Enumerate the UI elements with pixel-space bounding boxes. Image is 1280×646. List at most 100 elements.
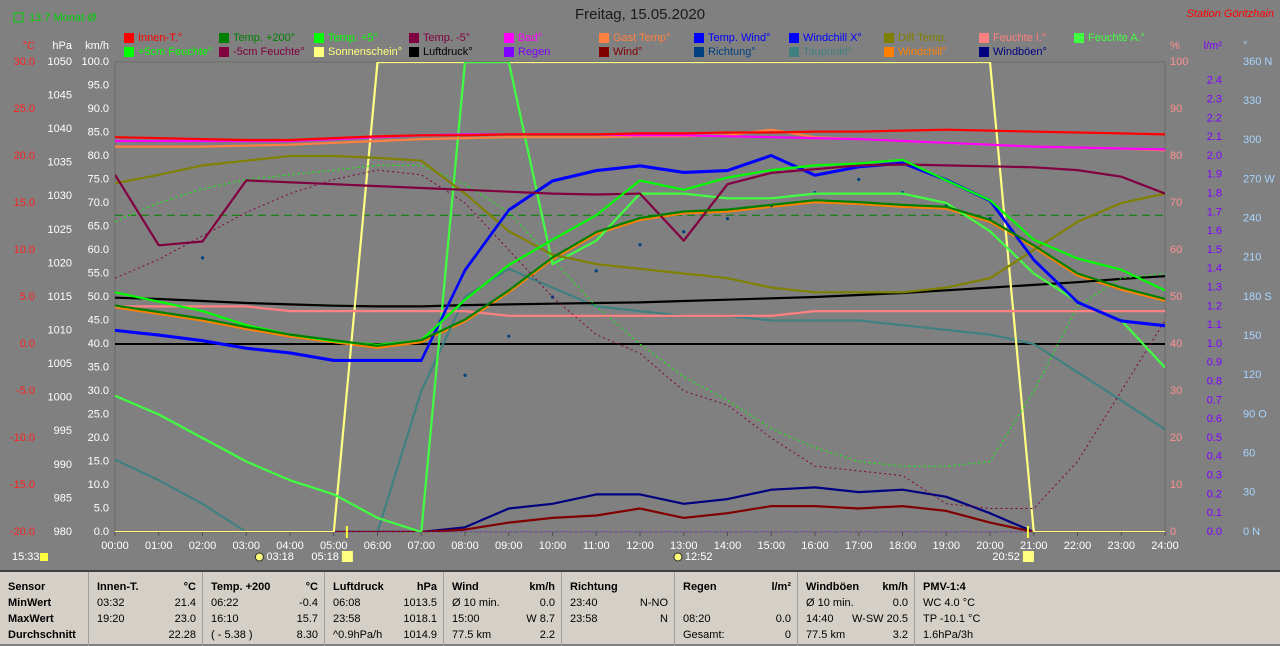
x-tick-label: 09:00	[495, 540, 523, 552]
x-tick-label: 05:00	[320, 540, 348, 552]
x-tick-label: 21:00	[1020, 540, 1048, 552]
direction-dot	[507, 334, 511, 338]
chart: Freitag, 15.05.2020 Station Göritzhain 1…	[10, 6, 1275, 563]
y-tick-label: 10	[1170, 479, 1182, 491]
y-tick-label: 15.0	[88, 455, 109, 467]
legend-label: Regen	[518, 46, 550, 58]
legend-swatch	[599, 33, 609, 43]
cell-text: TP -10.1 °C	[923, 613, 981, 625]
current-time: 15:33	[12, 551, 40, 563]
legend-label: Luftdruck°	[423, 46, 473, 58]
y-tick-label: 990	[54, 459, 72, 471]
column-unit: l/m²	[771, 581, 791, 593]
station-name: Station Göritzhain	[1187, 8, 1274, 20]
legend-swatch	[789, 33, 799, 43]
y-tick-label: 0.0	[94, 526, 109, 538]
y-tick-label: 40	[1170, 338, 1182, 350]
column-unit: hPa	[416, 581, 437, 593]
column-header: Wind	[452, 581, 479, 593]
legend-swatch	[504, 33, 514, 43]
cell-text: Ø 10 min.	[806, 597, 854, 609]
cell-value: 1014.9	[403, 629, 437, 641]
series-line	[115, 164, 1165, 467]
table-column: Richtung 23:40 N-NO 23:58 N	[561, 572, 674, 646]
legend-label: Feuchte I.°	[993, 32, 1046, 44]
cell-value: 22.28	[168, 629, 196, 641]
cell-text: 08:20	[683, 613, 711, 625]
y-tick-label: 90 O	[1243, 408, 1267, 420]
y-tick-label: 0.9	[1207, 357, 1222, 369]
legend-swatch	[979, 47, 989, 57]
y-tick-label: 80.0	[88, 150, 109, 162]
x-tick-label: 19:00	[932, 540, 960, 552]
cell-value: 15.7	[296, 613, 318, 625]
y-tick-label: -15.0	[10, 479, 35, 491]
stats-table: Sensor MinWert MaxWert Durchschnitt Innen-T.…	[0, 570, 1280, 646]
legend-swatch	[884, 47, 894, 57]
chart-title: Freitag, 15.05.2020	[575, 6, 705, 23]
series-line	[115, 199, 1165, 347]
cell-text: ( - 5.38 )	[211, 629, 253, 641]
cell-text: 16:10	[211, 613, 239, 625]
axis-title: hPa	[52, 40, 72, 52]
legend-swatch	[409, 33, 419, 43]
x-tick-label: 15:00	[757, 540, 785, 552]
y-tick-label: 55.0	[88, 267, 109, 279]
y-tick-label: -20.0	[10, 526, 35, 538]
legend-swatch	[504, 47, 514, 57]
table-column: Temp. +200 °C 06:22 -0.4 16:10 15.7 ( - 5.38 )…	[202, 572, 324, 646]
y-tick-label: 20	[1170, 432, 1182, 444]
y-tick-label: 300	[1243, 134, 1261, 146]
y-tick-label: 1010	[48, 324, 72, 336]
legend-label: Richtung°	[708, 46, 756, 58]
y-tick-label: 180 S	[1243, 291, 1272, 303]
x-tick-label: 23:00	[1107, 540, 1135, 552]
legend-swatch	[694, 47, 704, 57]
y-tick-label: 85.0	[88, 126, 109, 138]
legend-swatch	[409, 47, 419, 57]
legend-swatch	[979, 33, 989, 43]
column-header: MaxWert	[8, 613, 54, 625]
table-column: Windböen km/h Ø 10 min. 0.0 14:40 W-SW 20.5 77…	[797, 572, 914, 646]
x-tick-label: 11:00	[583, 540, 610, 552]
series-line	[115, 275, 1165, 308]
y-tick-label: 1.5	[1207, 244, 1222, 256]
y-tick-label: 1.9	[1207, 169, 1222, 181]
column-header: Innen-T.	[97, 581, 139, 593]
y-tick-label: 1000	[48, 392, 72, 404]
column-header: Regen	[683, 581, 717, 593]
y-tick-label: 270 W	[1243, 173, 1275, 185]
month-avg-label: 13.7 Monat-Ø	[29, 12, 97, 24]
legend-swatch	[219, 47, 229, 57]
table-column: Innen-T. °C 03:32 21.4 19:20 23.0 22.28	[88, 572, 202, 646]
y-tick-label: 2.3	[1207, 94, 1222, 106]
x-tick-label: 01:00	[145, 540, 173, 552]
cell-text: 77.5 km	[806, 629, 846, 641]
y-tick-label: 0.7	[1207, 394, 1222, 406]
y-tick-label: 0.6	[1207, 413, 1222, 425]
x-tick-label: 22:00	[1064, 540, 1092, 552]
y-tick-label: 20.0	[14, 150, 35, 162]
legend-swatch	[314, 33, 324, 43]
legend-swatch	[219, 33, 229, 43]
cell-text: 19:20	[97, 613, 125, 625]
cell-value: W-SW 20.5	[851, 613, 908, 625]
event-time: 12:52	[685, 551, 713, 563]
y-tick-label: 10.0	[14, 244, 35, 256]
legend-swatch	[884, 33, 894, 43]
legend-label: Sonnenschein°	[328, 46, 402, 58]
cell-value: N-NO	[639, 597, 668, 609]
y-tick-label: 1040	[48, 123, 72, 135]
cell-value: 23.0	[174, 613, 196, 625]
y-tick-label: 30	[1170, 385, 1182, 397]
y-tick-label: 70	[1170, 197, 1182, 209]
y-tick-label: 1005	[48, 358, 72, 370]
y-tick-label: 100	[1170, 56, 1188, 68]
column-header: Luftdruck	[333, 581, 384, 593]
column-header: Temp. +200	[211, 581, 271, 593]
legend-swatch	[694, 33, 704, 43]
legend-swatch	[1074, 33, 1084, 43]
axis-title: °C	[23, 40, 35, 52]
y-tick-label: 330	[1243, 95, 1261, 107]
